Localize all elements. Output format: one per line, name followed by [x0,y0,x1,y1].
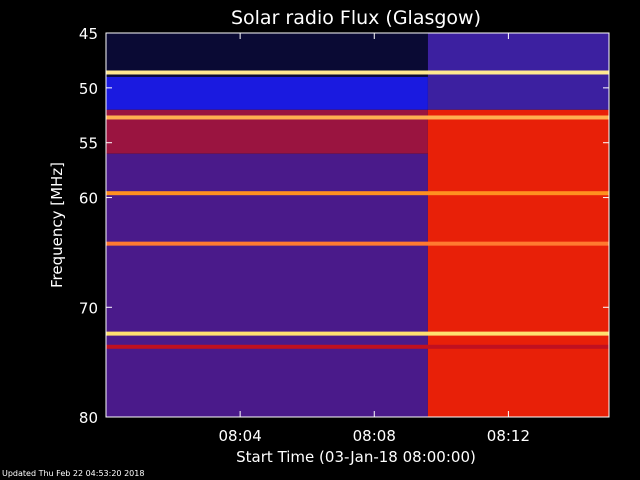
y-tick-label: 55 [79,135,98,153]
x-tick-label: 08:04 [219,427,262,445]
chart-title: Solar radio Flux (Glasgow) [231,7,481,29]
y-tick-label: 70 [79,299,98,317]
intensity-region [427,109,609,417]
emission-band [106,241,609,246]
x-tick-label: 08:08 [353,427,396,445]
x-axis-label: Start Time (03-Jan-18 08:00:00) [236,448,476,466]
updated-timestamp: Updated Thu Feb 22 04:53:20 2018 [2,469,145,478]
y-axis-label: Frequency [MHz] [48,162,66,288]
emission-band [106,70,609,75]
emission-band [106,344,609,349]
y-tick-label: 80 [79,409,98,427]
intensity-region [106,153,428,417]
y-axis: 45 50 55 60 70 80 [79,25,609,427]
y-tick-label: 45 [79,25,98,43]
emission-band [106,191,609,196]
x-axis: 08:04 08:08 08:12 [219,33,530,445]
intensity-region [106,76,428,110]
emission-band [106,115,609,120]
intensity-region [106,33,428,77]
plot-frame [105,32,610,418]
y-tick-label: 50 [79,80,98,98]
heatmap-area [106,33,609,417]
y-tick-label: 60 [79,190,98,208]
emission-band [106,331,609,336]
x-tick-label: 08:12 [487,427,530,445]
